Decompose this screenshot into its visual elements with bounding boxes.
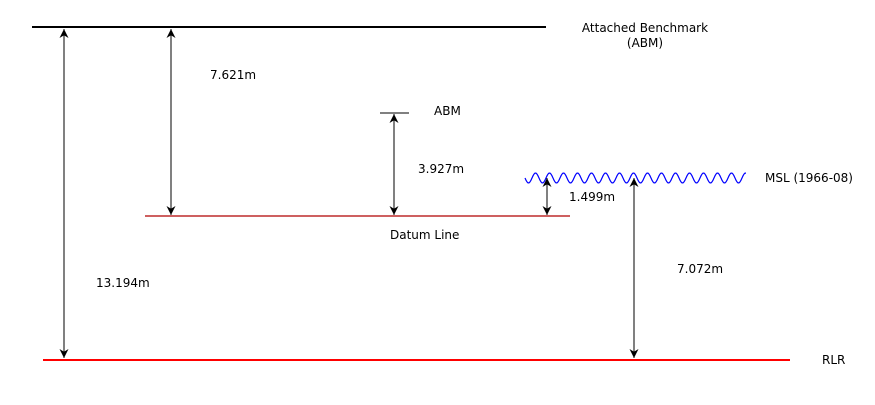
attached-benchmark-label: Attached Benchmark: [582, 21, 708, 35]
rlr-to-benchmark-measure: 13.194m: [96, 276, 150, 290]
msl-label: MSL (1966-08): [765, 171, 853, 185]
datum-to-msl-measure: 1.499m: [569, 190, 615, 204]
msl-wave-line: [524, 172, 746, 184]
rlr-label: RLR: [822, 353, 845, 367]
rlr-to-msl-measure: 7.072m: [677, 262, 723, 276]
datum-to-benchmark-measure: 7.621m: [210, 68, 256, 82]
abm-label: ABM: [434, 104, 461, 118]
datum-line-label: Datum Line: [390, 228, 459, 242]
attached-benchmark-abbrev-label: (ABM): [627, 36, 663, 50]
datum-to-abm-measure: 3.927m: [418, 162, 464, 176]
